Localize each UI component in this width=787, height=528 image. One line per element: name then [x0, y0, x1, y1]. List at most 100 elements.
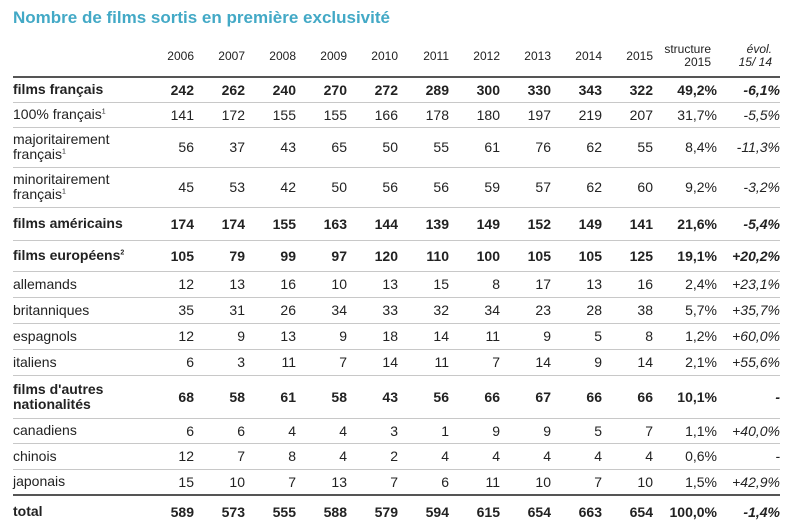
value-cell: 9 — [296, 323, 347, 350]
value-cell: 9 — [551, 349, 602, 376]
evol-cell: +42,9% — [717, 469, 780, 496]
year-header: 2006 — [143, 36, 194, 78]
value-cell: 141 — [143, 102, 194, 128]
value-cell: 149 — [449, 207, 500, 241]
value-cell: 15 — [398, 271, 449, 298]
value-cell: 34 — [296, 297, 347, 324]
structure-cell: 49,2% — [653, 77, 717, 103]
table-row: majoritairement français1 56 37 43 65 50 55 61 76… — [13, 127, 780, 168]
value-cell: 50 — [347, 127, 398, 168]
evol-cell: - — [717, 375, 780, 419]
value-cell: 1 — [398, 418, 449, 444]
structure-cell: 2,1% — [653, 349, 717, 376]
value-cell: 5 — [551, 323, 602, 350]
row-label-text2: français — [13, 146, 63, 162]
evol-cell: +35,7% — [717, 297, 780, 324]
row-label-line1: films d'autres — [13, 381, 143, 397]
value-cell: 654 — [500, 494, 551, 527]
value-cell: 152 — [500, 207, 551, 241]
row-label-line1: italiens — [13, 354, 143, 370]
row-label-text2: nationalités — [13, 395, 91, 412]
evol-cell: +40,0% — [717, 418, 780, 444]
table-row: total 589 573 555 588 579 594 615 654 663 654 100,0… — [13, 494, 780, 527]
value-cell: 61 — [449, 127, 500, 168]
row-label: italiens — [13, 349, 143, 376]
row-label: total — [13, 494, 143, 527]
row-label-text2: français — [13, 186, 63, 202]
row-label-text: japonais — [13, 473, 66, 490]
value-cell: 62 — [551, 167, 602, 208]
footnote-marker: 1 — [62, 188, 66, 196]
value-cell: 60 — [602, 167, 653, 208]
year-header: 2014 — [551, 36, 602, 78]
structure-header: structure 2015 — [653, 36, 717, 78]
value-cell: 12 — [143, 323, 194, 350]
value-cell: 163 — [296, 207, 347, 241]
value-cell: 110 — [398, 240, 449, 272]
year-header: 2012 — [449, 36, 500, 78]
value-cell: 125 — [602, 240, 653, 272]
row-label-text: 100% français — [13, 106, 102, 122]
row-label-line2: nationalités — [13, 395, 143, 412]
value-cell: 7 — [347, 469, 398, 496]
evol-cell: -3,2% — [717, 167, 780, 208]
value-cell: 66 — [449, 375, 500, 419]
value-cell: 99 — [245, 240, 296, 272]
value-cell: 144 — [347, 207, 398, 241]
value-cell: 56 — [398, 375, 449, 419]
row-label-line1: chinois — [13, 448, 143, 464]
evol-header-line2: 15/ 14 — [738, 55, 772, 69]
value-cell: 11 — [398, 349, 449, 376]
value-cell: 4 — [449, 443, 500, 470]
value-cell: 594 — [398, 494, 449, 527]
value-cell: 7 — [449, 349, 500, 376]
value-cell: 66 — [602, 375, 653, 419]
value-cell: 270 — [296, 77, 347, 103]
value-cell: 15 — [143, 469, 194, 496]
table-row: italiens 6 3 11 7 14 11 7 14 9 14 2,1% +55,6% — [13, 349, 780, 376]
value-cell: 38 — [602, 297, 653, 324]
year-header: 2007 — [194, 36, 245, 78]
page-title: Nombre de films sortis en première exclu… — [13, 8, 390, 27]
evol-header: évol. 15/ 14 — [717, 36, 780, 78]
value-cell: 26 — [245, 297, 296, 324]
table-row: canadiens 6 6 4 4 3 1 9 9 5 7 1,1% +40,0% — [13, 418, 780, 444]
value-cell: 16 — [602, 271, 653, 298]
value-cell: 4 — [245, 418, 296, 444]
value-cell: 7 — [194, 443, 245, 470]
value-cell: 13 — [245, 323, 296, 350]
evol-cell: +23,1% — [717, 271, 780, 298]
value-cell: 45 — [143, 167, 194, 208]
value-cell: 4 — [551, 443, 602, 470]
value-cell: 62 — [551, 127, 602, 168]
value-cell: 13 — [551, 271, 602, 298]
value-cell: 10 — [500, 469, 551, 496]
footnote-marker: 1 — [62, 148, 66, 156]
row-label-text: majoritairement — [13, 131, 110, 147]
value-cell: 105 — [551, 240, 602, 272]
row-label-text: britanniques — [13, 301, 90, 318]
row-label-line1: japonais — [13, 474, 143, 489]
evol-cell: -11,3% — [717, 127, 780, 168]
year-header: 2008 — [245, 36, 296, 78]
structure-cell: 0,6% — [653, 443, 717, 470]
value-cell: 66 — [551, 375, 602, 419]
value-cell: 262 — [194, 77, 245, 103]
value-cell: 4 — [398, 443, 449, 470]
row-label: 100% français1 — [13, 102, 143, 128]
value-cell: 7 — [296, 349, 347, 376]
row-label-text: films américains — [13, 215, 123, 231]
row-label: films d'autres nationalités — [13, 375, 143, 419]
value-cell: 10 — [602, 469, 653, 496]
value-cell: 155 — [245, 207, 296, 241]
value-cell: 8 — [602, 323, 653, 350]
value-cell: 16 — [245, 271, 296, 298]
value-cell: 61 — [245, 375, 296, 419]
table-row: allemands 12 13 16 10 13 15 8 17 13 16 2,4% +23,1% — [13, 271, 780, 298]
films-table: 2006 2007 2008 2009 2010 2011 2012 2013 2014 2015… — [13, 36, 780, 527]
value-cell: 139 — [398, 207, 449, 241]
row-label-text: films français — [13, 81, 104, 98]
value-cell: 11 — [449, 323, 500, 350]
value-cell: 6 — [194, 418, 245, 444]
value-cell: 37 — [194, 127, 245, 168]
